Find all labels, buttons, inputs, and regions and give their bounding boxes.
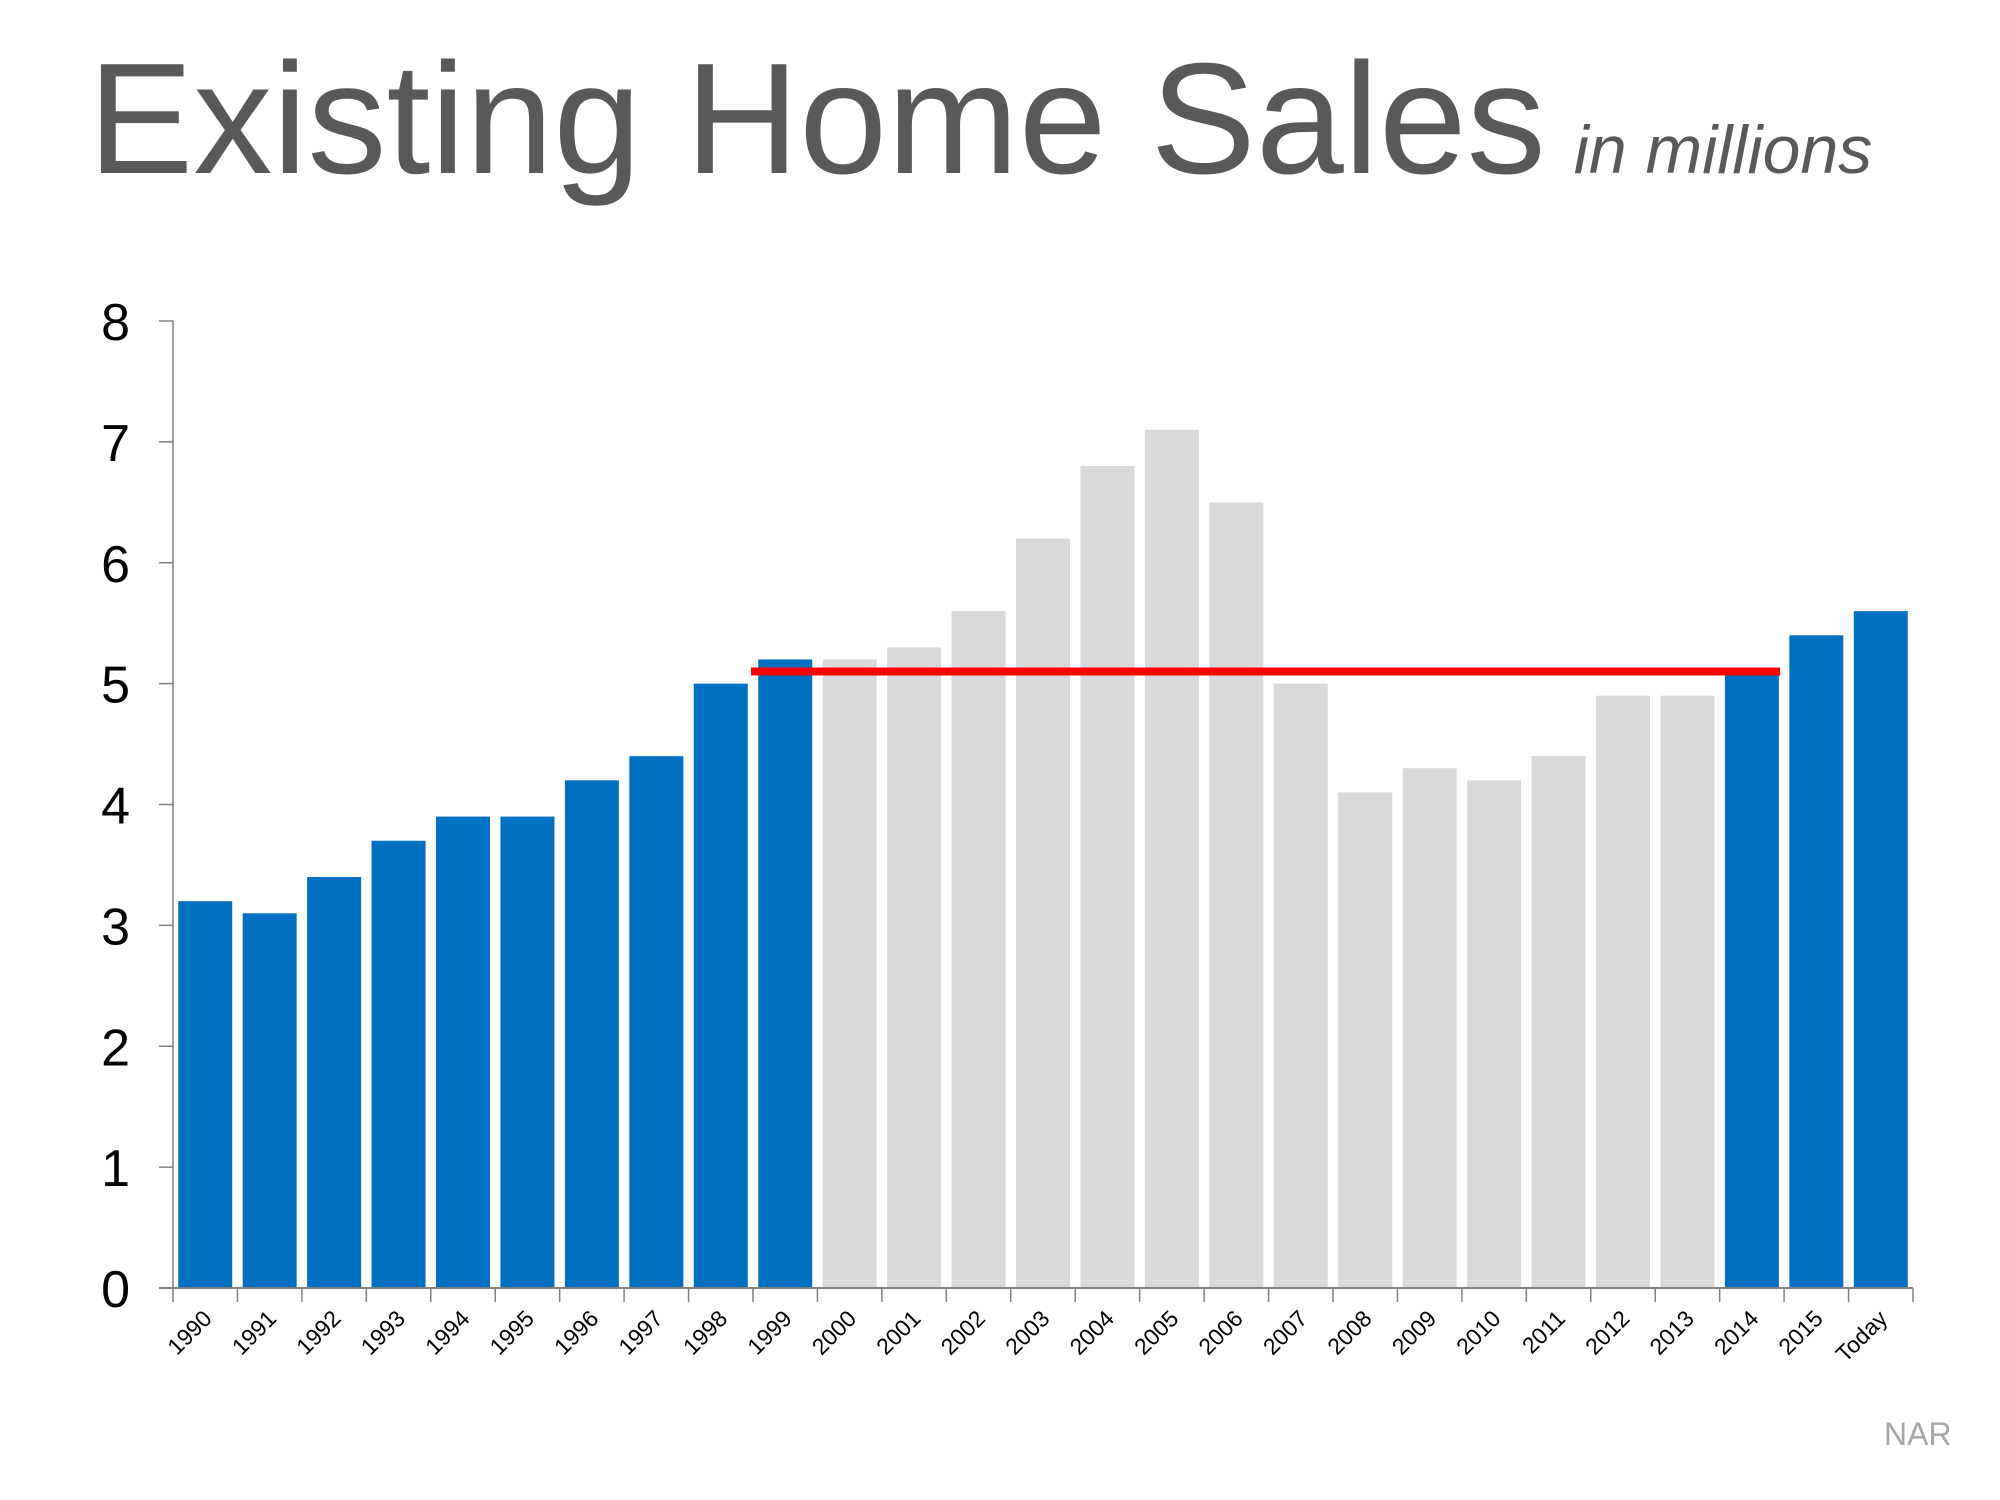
bar-2011 (1531, 756, 1586, 1288)
x-tick-label-2012: 2012 (1580, 1305, 1635, 1360)
bar-2005 (1144, 429, 1199, 1289)
bar-2009 (1402, 768, 1457, 1288)
y-tick-label-2: 2 (101, 1019, 130, 1077)
x-tick-label-1990: 1990 (162, 1305, 217, 1360)
bar-1992 (307, 877, 362, 1288)
x-tick-label-2001: 2001 (871, 1305, 926, 1360)
bar-2013 (1660, 695, 1715, 1288)
bar-2001 (887, 647, 942, 1288)
x-tick-label-1992: 1992 (291, 1305, 346, 1360)
bar-2003 (1016, 538, 1070, 1288)
bar-2015 (1789, 635, 1844, 1288)
x-tick-label-1997: 1997 (613, 1305, 668, 1360)
x-tick-label-2007: 2007 (1258, 1305, 1313, 1360)
bar-1998 (693, 683, 748, 1288)
source-label: NAR (1884, 1416, 1952, 1452)
y-tick-label-7: 7 (101, 415, 130, 473)
x-tick-label-1998: 1998 (678, 1305, 733, 1360)
x-tick-label-2011: 2011 (1517, 1305, 1570, 1358)
bar-2008 (1338, 792, 1393, 1288)
bar-1995 (500, 816, 555, 1288)
x-tick-label-2004: 2004 (1064, 1305, 1119, 1360)
bar-2012 (1596, 695, 1650, 1288)
y-tick-label-3: 3 (101, 898, 130, 956)
bar-2007 (1273, 683, 1328, 1288)
x-tick-label-2013: 2013 (1644, 1305, 1699, 1360)
x-tick-label-1991: 1991 (227, 1305, 282, 1360)
bar-2014 (1724, 671, 1779, 1288)
bar-1997 (629, 756, 684, 1288)
x-tick-label-2003: 2003 (1000, 1305, 1055, 1360)
y-tick-label-0: 0 (101, 1261, 130, 1319)
x-tick-label-2009: 2009 (1387, 1305, 1442, 1360)
chart-subtitle: in millions (1573, 112, 1873, 188)
y-tick-label-1: 1 (101, 1140, 130, 1198)
bar-1993 (371, 840, 426, 1288)
bar-2000 (822, 659, 877, 1288)
x-tick-label-1995: 1995 (484, 1305, 539, 1360)
x-tick-label-2002: 2002 (936, 1305, 991, 1360)
x-tick-label-2005: 2005 (1129, 1305, 1184, 1360)
x-tick-label-1996: 1996 (549, 1305, 604, 1360)
x-tick-label-Today: Today (1831, 1305, 1893, 1367)
x-tick-label-2008: 2008 (1322, 1305, 1377, 1360)
chart-title: Existing Home Sales in millions (88, 40, 1872, 198)
x-tick-label-1993: 1993 (356, 1305, 411, 1360)
y-tick-label-5: 5 (101, 657, 130, 715)
x-tick-label-2006: 2006 (1193, 1305, 1248, 1360)
bar-1996 (564, 780, 619, 1288)
x-tick-label-1994: 1994 (420, 1305, 475, 1360)
y-tick-label-8: 8 (101, 294, 130, 352)
x-tick-label-1999: 1999 (742, 1305, 797, 1360)
y-tick-label-6: 6 (101, 536, 130, 594)
bar-2004 (1080, 466, 1135, 1288)
bar-2006 (1209, 502, 1264, 1288)
x-tick-label-2014: 2014 (1709, 1305, 1764, 1360)
x-tick-label-2010: 2010 (1451, 1305, 1506, 1360)
bar-2010 (1467, 780, 1522, 1288)
chart-title-text: Existing Home Sales (88, 31, 1546, 207)
y-tick-label-4: 4 (101, 778, 130, 836)
bar-2002 (951, 611, 1006, 1288)
x-tick-label-2015: 2015 (1773, 1305, 1828, 1360)
x-tick-label-2000: 2000 (807, 1305, 862, 1360)
bar-1994 (436, 816, 490, 1288)
bar-1999 (758, 659, 813, 1288)
bar-1990 (178, 901, 233, 1288)
bar-Today (1853, 611, 1908, 1288)
bar-1991 (242, 913, 297, 1288)
